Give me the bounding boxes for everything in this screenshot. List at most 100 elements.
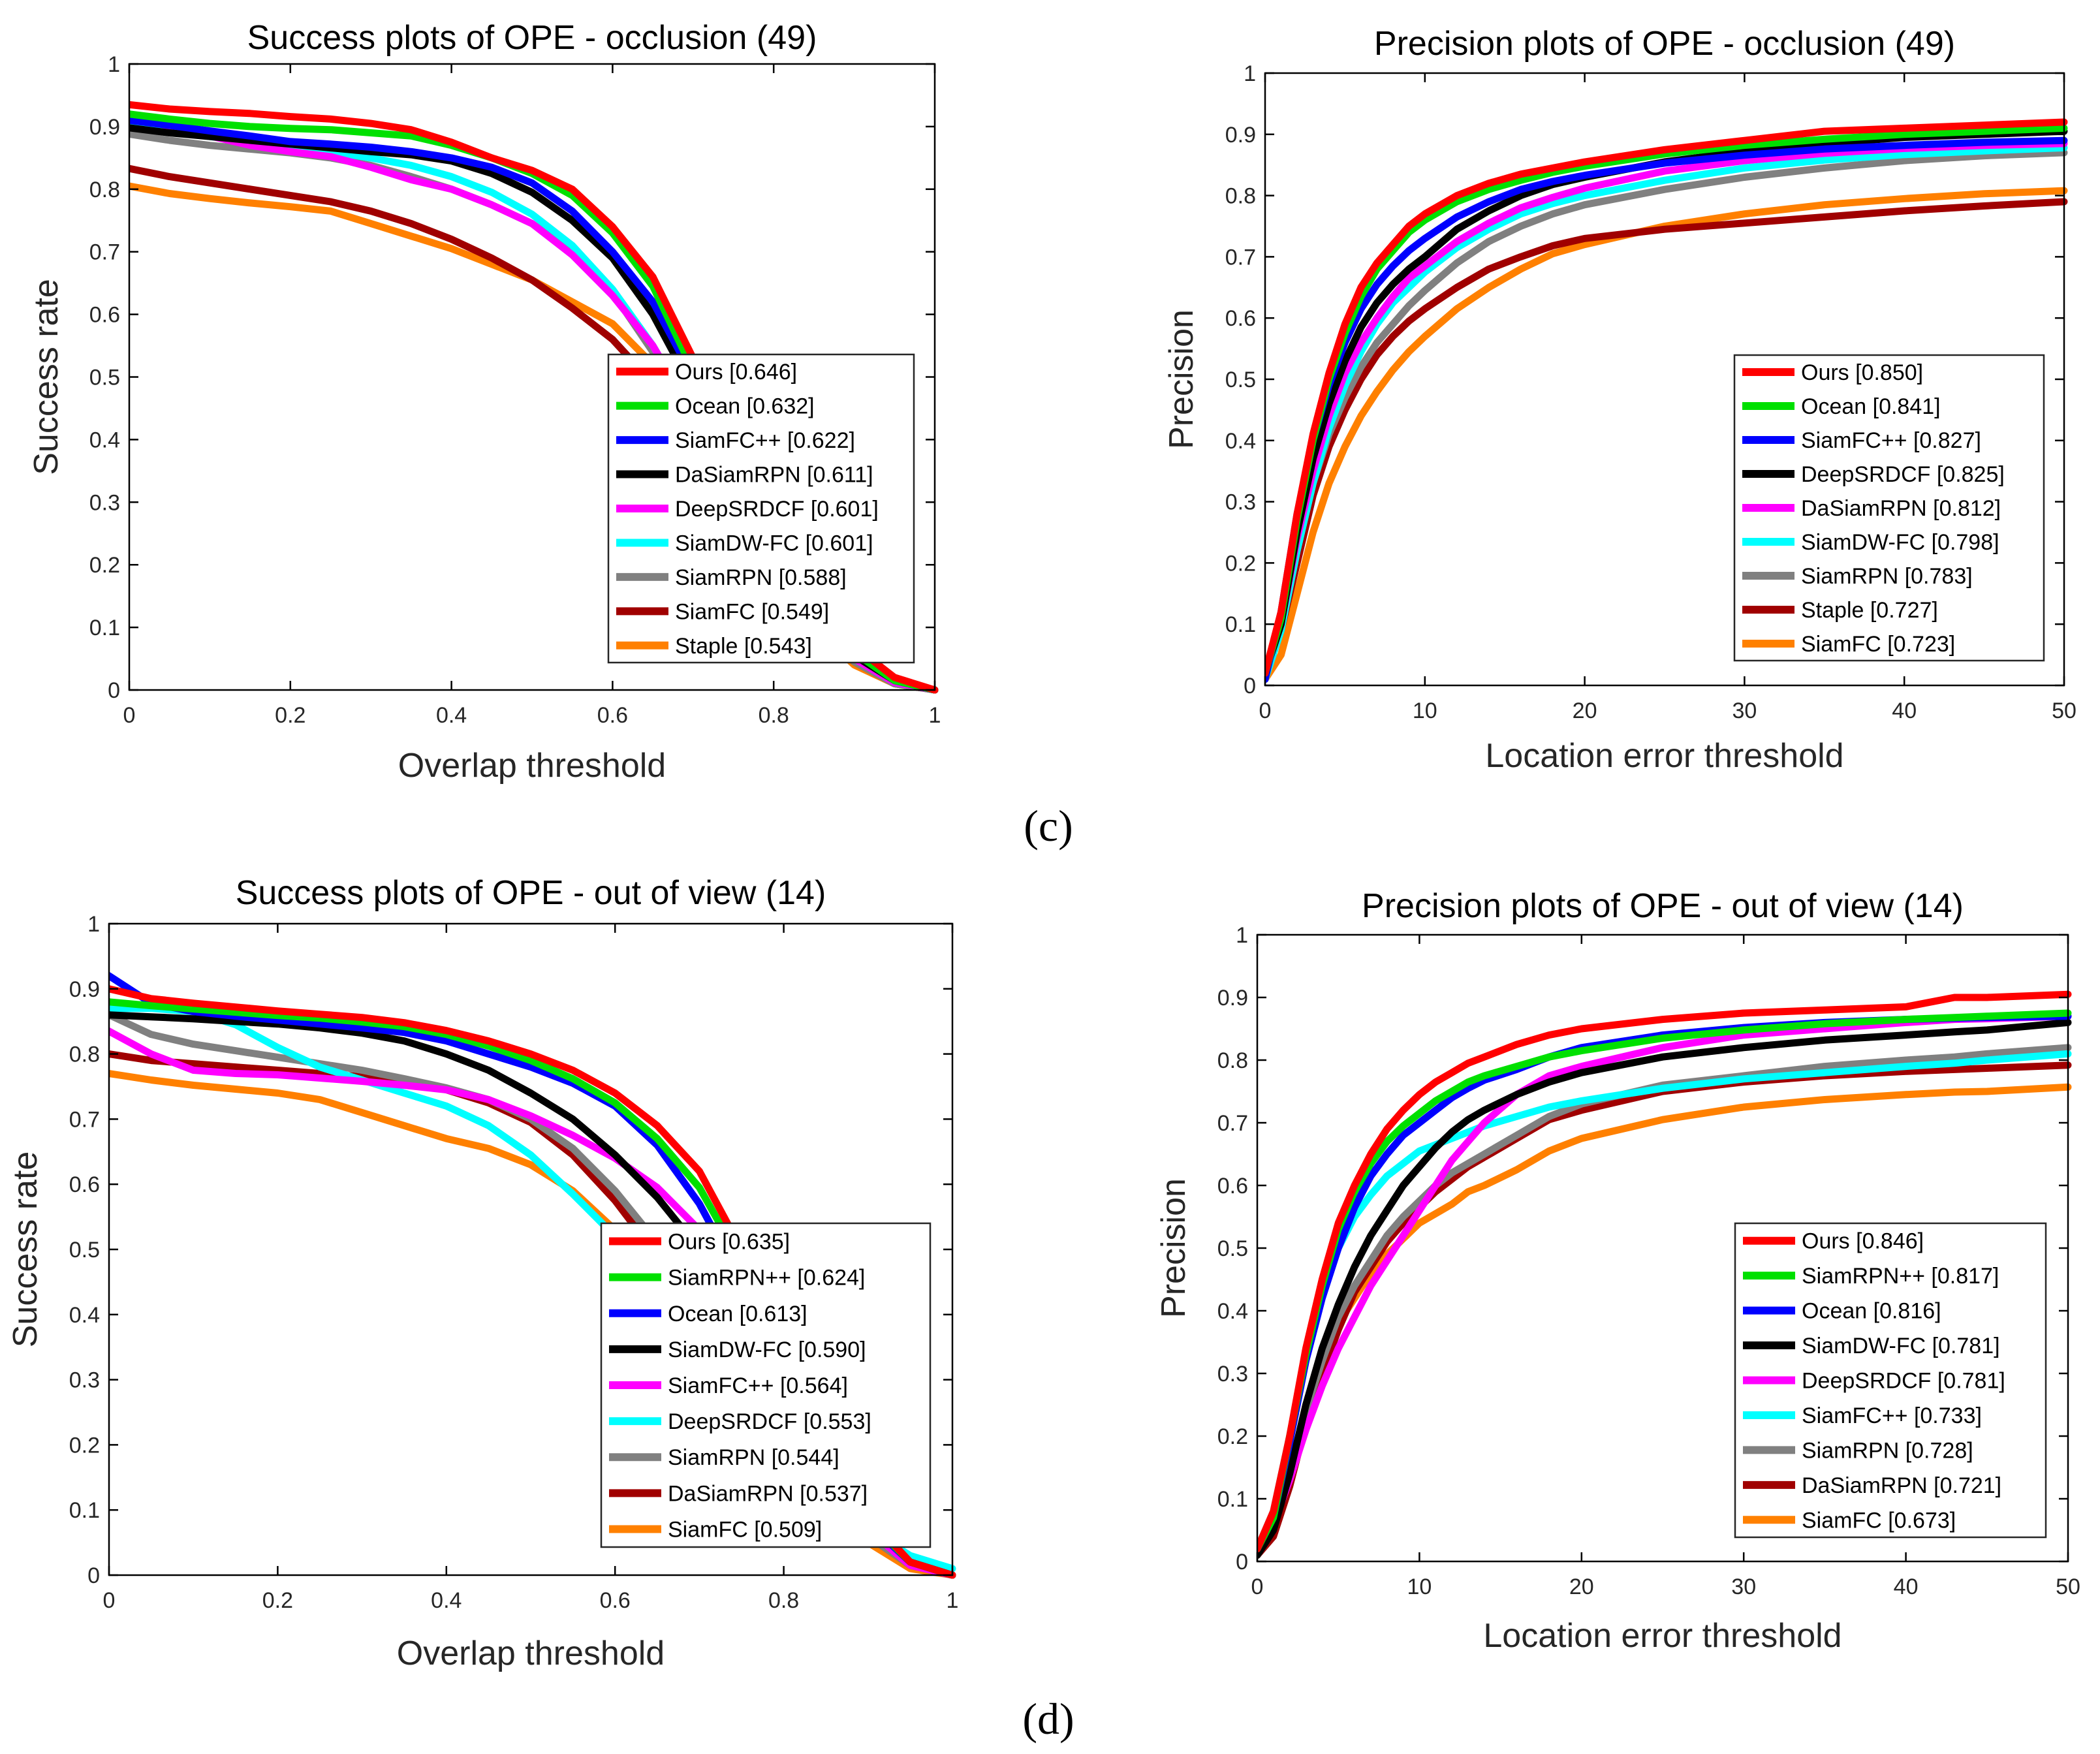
legend-entry: SiamRPN [0.588]: [675, 565, 847, 590]
legend-entry: Ours [0.846]: [1802, 1229, 1924, 1254]
legend-entry: SiamDW-FC [0.798]: [1801, 530, 1999, 555]
legend-entry: Ocean [0.841]: [1801, 394, 1941, 419]
x-tick-label: 0.6: [597, 703, 628, 728]
y-tick-label: 1: [108, 52, 120, 77]
x-axis-label: Location error threshold: [1485, 737, 1843, 775]
legend-entry: Ocean [0.632]: [675, 394, 815, 419]
chart-d-precision: 0 10 20 30 40 50 0 0.1 0.2 0.3 0.4 0.5 0.6 0.7 0.8 0.9 1…: [1155, 887, 2080, 1655]
legend-entry: DaSiamRPN [0.721]: [1802, 1473, 2001, 1498]
y-tick-label: 0.9: [89, 115, 120, 140]
x-tick-label: 0.8: [759, 703, 789, 728]
x-tick-label: 10: [1407, 1574, 1432, 1599]
x-tick-label: 0: [1259, 698, 1272, 723]
x-tick-label: 0.4: [436, 703, 467, 728]
legend-entry: SiamFC++ [0.733]: [1802, 1403, 1982, 1428]
panel-label-c: (c): [1024, 801, 1073, 851]
legend-entry: DaSiamRPN [0.537]: [668, 1481, 868, 1506]
legend-entry: SiamRPN++ [0.624]: [668, 1266, 865, 1291]
y-tick-label: 0.7: [69, 1107, 100, 1132]
x-tick-label: 0: [1251, 1574, 1264, 1599]
y-tick-label: 0.2: [89, 553, 120, 578]
legend-entry: SiamRPN [0.728]: [1802, 1438, 1973, 1463]
legend-entry: SiamFC [0.673]: [1802, 1508, 1956, 1533]
legend-entry: SiamRPN++ [0.817]: [1802, 1264, 1999, 1289]
legend: Ours [0.646] Ocean [0.632] SiamFC++ [0.622…: [607, 353, 915, 664]
series-line-staple: [1265, 198, 2068, 677]
legend-entry: SiamRPN [0.783]: [1801, 564, 1973, 589]
legend-entry: Ours [0.646]: [675, 360, 797, 384]
y-tick-label: 0.8: [1217, 1048, 1248, 1073]
x-tick-label: 0.8: [768, 1588, 799, 1613]
chart-c-success: 0 0.2 0.4 0.6 0.8 1 0 0.1 0.2 0.3 0.4 0.5 0.6 0.7 0.8 0…: [27, 19, 941, 785]
x-axis-label: Overlap threshold: [397, 1635, 665, 1672]
y-tick-label: 0: [1244, 674, 1256, 698]
y-tick-label: 0.1: [1225, 612, 1256, 637]
x-tick-label: 30: [1732, 698, 1757, 723]
y-axis-label: Precision: [1163, 309, 1200, 449]
series-line-siamfc: [1265, 187, 2068, 683]
legend-entry: DeepSRDCF [0.553]: [668, 1409, 871, 1434]
legend-entry: SiamDW-FC [0.601]: [675, 531, 873, 556]
y-tick-label: 0.9: [1225, 123, 1256, 148]
x-tick-label: 30: [1731, 1574, 1756, 1599]
x-tick-label: 10: [1413, 698, 1437, 723]
y-tick-label: 0.6: [1225, 306, 1256, 331]
x-tick-label: 1: [947, 1588, 959, 1613]
y-tick-label: 0.7: [1217, 1111, 1248, 1136]
chart-title: Precision plots of OPE - out of view (14…: [1362, 887, 1964, 925]
y-tick-label: 0.3: [1225, 490, 1256, 515]
y-tick-label: 0: [87, 1563, 100, 1588]
x-tick-label: 0.6: [600, 1588, 631, 1613]
y-tick-label: 0.8: [89, 178, 120, 202]
y-tick-label: 0.4: [1217, 1299, 1248, 1324]
y-tick-label: 1: [1244, 61, 1256, 86]
legend-entry: Staple [0.727]: [1801, 598, 1938, 623]
chart-title: Precision plots of OPE - occlusion (49): [1374, 25, 1955, 63]
x-tick-label: 50: [2052, 698, 2076, 723]
legend: Ours [0.850] Ocean [0.841] SiamFC++ [0.827…: [1733, 354, 2045, 662]
legend-entry: SiamFC++ [0.827]: [1801, 428, 1981, 453]
legend: Ours [0.635] SiamRPN++ [0.624] Ocean [0.61…: [600, 1222, 932, 1548]
x-tick-label: 40: [1892, 698, 1917, 723]
y-tick-label: 0.5: [1217, 1236, 1248, 1261]
y-tick-label: 1: [1236, 923, 1248, 948]
y-tick-label: 0.8: [1225, 184, 1256, 209]
legend-entry: DaSiamRPN [0.812]: [1801, 496, 2001, 521]
panel-label-d: (d): [1022, 1694, 1074, 1744]
legend-entry: SiamRPN [0.544]: [668, 1445, 839, 1470]
x-tick-label: 0.2: [275, 703, 306, 728]
x-tick-label: 0: [123, 703, 136, 728]
y-tick-label: 0.9: [69, 977, 100, 1002]
series-line-deepsrdcf: [1257, 1012, 2072, 1553]
legend-entry: SiamFC++ [0.564]: [668, 1373, 848, 1398]
series-line-ours: [1265, 118, 2068, 677]
x-axis-label: Location error threshold: [1483, 1617, 1841, 1655]
y-tick-label: 0.3: [69, 1368, 100, 1393]
series-line-siamdw-fc: [1257, 1018, 2072, 1559]
y-tick-label: 0.2: [69, 1433, 100, 1458]
legend-entry: SiamFC [0.509]: [668, 1517, 822, 1542]
series-line-deepsrdcf: [1265, 127, 2068, 677]
y-tick-label: 0.4: [69, 1303, 100, 1328]
y-tick-label: 1: [87, 912, 100, 937]
y-tick-label: 0.3: [1217, 1362, 1248, 1386]
series-group: [1257, 990, 2072, 1559]
x-tick-label: 50: [2056, 1574, 2080, 1599]
charts-layer: 0 0.2 0.4 0.6 0.8 100.10.20.30.40.50.60.70.80…: [7, 19, 2080, 1672]
legend-entry: DaSiamRPN [0.611]: [675, 463, 873, 488]
legend-entry: SiamDW-FC [0.781]: [1802, 1334, 2000, 1358]
y-tick-label: 0.6: [1217, 1174, 1248, 1198]
y-tick-label: 0.7: [1225, 245, 1256, 270]
chart-d-success: 0 0.2 0.4 0.6 0.8 1 0 0.1 0.2 0.3 0.4 0.5 0.6 0.7 0.8 0…: [7, 874, 958, 1672]
y-tick-label: 0.5: [69, 1238, 100, 1262]
y-tick-label: 0.8: [69, 1042, 100, 1067]
x-axis-label: Overlap threshold: [398, 747, 666, 785]
legend-entry: DeepSRDCF [0.601]: [675, 497, 879, 522]
legend-entry: Ours [0.850]: [1801, 360, 1923, 385]
y-tick-label: 0.4: [1225, 429, 1256, 454]
legend: Ours [0.846] SiamRPN++ [0.817] Ocean [0.81…: [1734, 1222, 2047, 1539]
x-tick-label: 40: [1894, 1574, 1919, 1599]
y-tick-label: 0.6: [69, 1172, 100, 1197]
legend-entry: Ours [0.635]: [668, 1230, 790, 1255]
chart-title: Success plots of OPE - out of view (14): [236, 874, 826, 912]
